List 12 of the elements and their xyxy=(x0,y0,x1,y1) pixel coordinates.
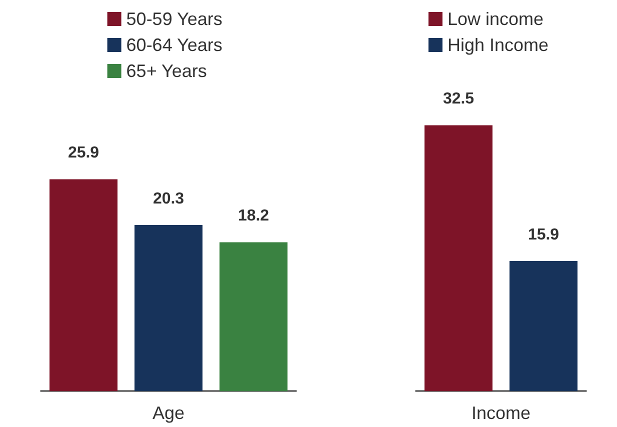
data-label: 20.3 xyxy=(152,190,184,208)
data-label: 15.9 xyxy=(528,226,560,244)
legend-label: 65+ Years xyxy=(126,61,207,81)
data-label: 32.5 xyxy=(442,90,474,108)
x-axis-title: Age xyxy=(152,403,185,423)
legend-label: 60-64 Years xyxy=(126,35,222,55)
data-label: 25.9 xyxy=(68,144,100,162)
legend-label: Low income xyxy=(447,9,544,29)
data-label: 18.2 xyxy=(238,208,270,225)
legend-label: High Income xyxy=(447,35,549,55)
legend-label: 50-59 Years xyxy=(126,9,222,29)
x-axis-title: Income xyxy=(471,403,531,423)
